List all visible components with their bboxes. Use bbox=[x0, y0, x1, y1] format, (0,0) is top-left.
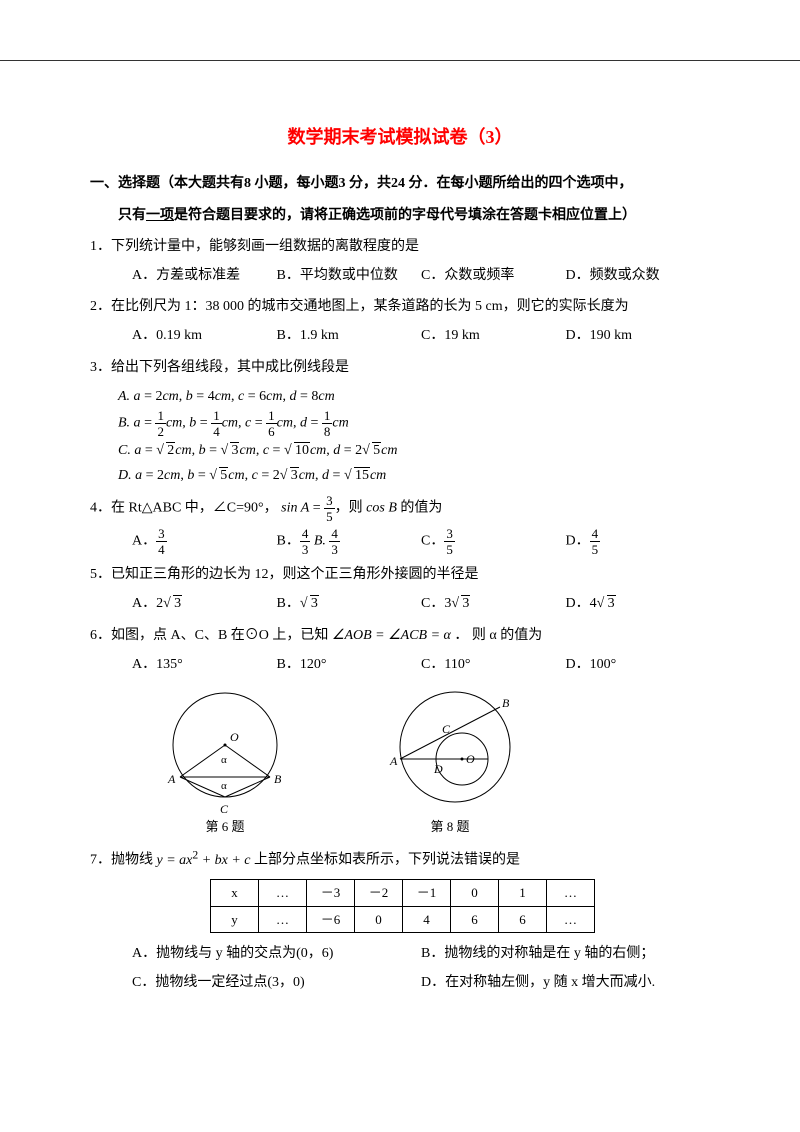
q4-opt-a: A．34 bbox=[132, 527, 277, 556]
q6-suffix: ． 则 α 的值为 bbox=[454, 628, 542, 643]
q2-stem: 2．在比例尺为 1：38 000 的城市交通地图上，某条道路的长为 5 cm，则… bbox=[90, 294, 710, 319]
cell: y bbox=[211, 906, 259, 932]
q7-table-row-y: y … －6 0 4 6 6 … bbox=[211, 906, 595, 932]
cell: … bbox=[547, 906, 595, 932]
q7-prefix: 7．抛物线 bbox=[90, 853, 157, 868]
underline-only-one: 一项 bbox=[146, 208, 174, 223]
q2-opt-c: C．19 km bbox=[421, 323, 566, 348]
cell: 1 bbox=[499, 880, 547, 906]
q2-opt-b: B．1.9 km bbox=[277, 323, 422, 348]
q6-options: A．135° B．120° C．110° D．100° bbox=[90, 652, 710, 677]
cell: －3 bbox=[307, 880, 355, 906]
diagram-q8-label: 第 8 题 bbox=[360, 815, 540, 838]
q1-stem: 1．下列统计量中，能够刻画一组数据的离散程度的是 bbox=[90, 234, 710, 259]
q3-opt-a: A. a = 2cm, b = 4cm, c = 6cm, d = 8cm bbox=[90, 384, 710, 409]
diagram-q6: O A B C α α 第 6 题 bbox=[150, 685, 300, 838]
q4-suffix: 的值为 bbox=[400, 501, 442, 516]
svg-text:O: O bbox=[466, 752, 475, 766]
svg-text:A: A bbox=[389, 754, 398, 768]
q5-opt-b: B．3 bbox=[277, 591, 422, 616]
q4-options: A．34 B．43 B. 43 C．35 D．45 bbox=[90, 527, 710, 556]
cell: … bbox=[547, 880, 595, 906]
cell: 6 bbox=[499, 906, 547, 932]
q7-opt-a: A．抛物线与 y 轴的交点为(0，6) bbox=[132, 939, 421, 968]
q2-opt-d: D．190 km bbox=[566, 323, 711, 348]
cell: x bbox=[211, 880, 259, 906]
q6-opt-d: D．100° bbox=[566, 652, 711, 677]
svg-text:C: C bbox=[220, 802, 229, 815]
q7-stem: 7．抛物线 y = ax2 + bx + c 上部分点坐标如表所示，下列说法错误… bbox=[90, 844, 710, 873]
q5-opt-c: C．33 bbox=[421, 591, 566, 616]
svg-text:α: α bbox=[221, 754, 227, 766]
q5-opt-d: D．43 bbox=[566, 591, 711, 616]
diagram-q6-label: 第 6 题 bbox=[150, 815, 300, 838]
q7-opt-d: D．在对称轴左侧，y 随 x 增大而减小. bbox=[421, 968, 710, 997]
q3-stem: 3．给出下列各组线段，其中成比例线段是 bbox=[90, 355, 710, 380]
cell: 0 bbox=[355, 906, 403, 932]
q1-opt-d: D．频数或众数 bbox=[566, 263, 711, 288]
q7-opt-b: B．抛物线的对称轴是在 y 轴的右侧； bbox=[421, 939, 710, 968]
section-1-head-line1: 一、选择题（本大题共有8 小题，每小题3 分，共24 分．在每小题所给出的四个选… bbox=[90, 171, 710, 196]
diagram-q6-svg: O A B C α α bbox=[150, 685, 300, 815]
q4-opt-b: B．43 B. 43 bbox=[277, 527, 422, 556]
q2-options: A．0.19 km B．1.9 km C．19 km D．190 km bbox=[90, 323, 710, 348]
q1-opt-c: C．众数或频率 bbox=[421, 263, 566, 288]
cell: －6 bbox=[307, 906, 355, 932]
cell: －2 bbox=[355, 880, 403, 906]
q6-opt-b: B．120° bbox=[277, 652, 422, 677]
svg-text:A: A bbox=[167, 772, 176, 786]
svg-text:C: C bbox=[442, 722, 451, 736]
q4-opt-c: C．35 bbox=[421, 527, 566, 556]
q7-options: A．抛物线与 y 轴的交点为(0，6) B．抛物线的对称轴是在 y 轴的右侧； … bbox=[90, 939, 710, 997]
q7-table: x … －3 －2 －1 0 1 … y … －6 0 4 6 6 … bbox=[210, 879, 595, 933]
q4-mid: ，则 bbox=[335, 501, 363, 516]
page-title: 数学期末考试模拟试卷（3） bbox=[90, 121, 710, 153]
cell: 6 bbox=[451, 906, 499, 932]
svg-text:α: α bbox=[221, 780, 227, 792]
cell: 4 bbox=[403, 906, 451, 932]
q6-opt-a: A．135° bbox=[132, 652, 277, 677]
q2-opt-a: A．0.19 km bbox=[132, 323, 277, 348]
svg-text:B: B bbox=[502, 696, 510, 710]
q3-opt-d: D. a = 2cm, b = 5cm, c = 23cm, d = 15cm bbox=[90, 463, 710, 488]
q4-stem: 4．在 Rt△ABC 中，∠C=90°， sin A = 35，则 cos B … bbox=[90, 494, 710, 523]
q6-opt-c: C．110° bbox=[421, 652, 566, 677]
q5-options: A．23 B．3 C．33 D．43 bbox=[90, 591, 710, 616]
q3-opt-c: C. a = 2cm, b = 3cm, c = 10cm, d = 25cm bbox=[90, 438, 710, 463]
diagram-row: O A B C α α 第 6 题 O A B C D 第 8 bbox=[90, 685, 710, 838]
cell: －1 bbox=[403, 880, 451, 906]
q3-opt-b: B. a = 12cm, b = 14cm, c = 16cm, d = 18c… bbox=[90, 409, 710, 438]
cell: … bbox=[259, 880, 307, 906]
q1-opt-b: B．平均数或中位数 bbox=[277, 263, 422, 288]
cell: … bbox=[259, 906, 307, 932]
exam-page: 数学期末考试模拟试卷（3） 一、选择题（本大题共有8 小题，每小题3 分，共24… bbox=[0, 60, 800, 1037]
q7-suffix: 上部分点坐标如表所示，下列说法错误的是 bbox=[251, 853, 521, 868]
q5-stem: 5．已知正三角形的边长为 12，则这个正三角形外接圆的半径是 bbox=[90, 562, 710, 587]
q7-table-row-x: x … －3 －2 －1 0 1 … bbox=[211, 880, 595, 906]
section-1-head-line2: 只有一项是符合题目要求的，请将正确选项前的字母代号填涂在答题卡相应位置上） bbox=[90, 203, 710, 228]
q6-stem: 6．如图，点 A、C、B 在⊙O 上，已知 ∠AOB = ∠ACB = α ． … bbox=[90, 623, 710, 648]
svg-text:O: O bbox=[230, 730, 239, 744]
q5-opt-a: A．23 bbox=[132, 591, 277, 616]
svg-text:D: D bbox=[433, 762, 443, 776]
svg-text:B: B bbox=[274, 772, 282, 786]
q1-opt-a: A．方差或标准差 bbox=[132, 263, 277, 288]
cell: 0 bbox=[451, 880, 499, 906]
q4-opt-d: D．45 bbox=[566, 527, 711, 556]
diagram-q8-svg: O A B C D bbox=[360, 685, 540, 815]
q6-prefix: 6．如图，点 A、C、B 在⊙O 上，已知 bbox=[90, 628, 328, 643]
diagram-q8: O A B C D 第 8 题 bbox=[360, 685, 540, 838]
q7-opt-c: C．抛物线一定经过点(3，0) bbox=[132, 968, 421, 997]
q1-options: A．方差或标准差 B．平均数或中位数 C．众数或频率 D．频数或众数 bbox=[90, 263, 710, 288]
q4-prefix: 4．在 Rt△ABC 中，∠C=90°， bbox=[90, 501, 278, 516]
